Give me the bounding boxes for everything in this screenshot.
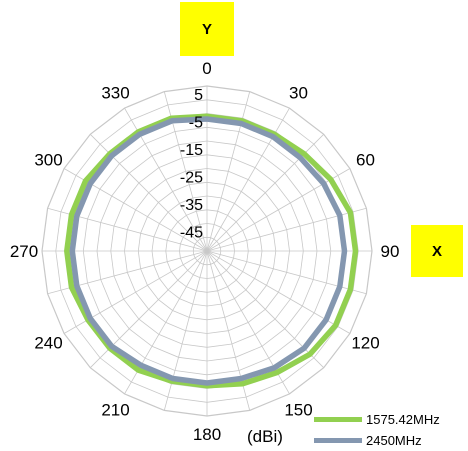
legend-entry-2450mhz: 2450MHz	[314, 431, 422, 449]
angle-tick-label: 270	[10, 242, 38, 261]
legend-label-2450mhz: 2450MHz	[366, 432, 422, 448]
angle-tick-label: 300	[34, 151, 62, 170]
y-axis-badge: Y	[180, 2, 234, 56]
grid-spoke	[206, 134, 324, 252]
legend-swatch-2450mhz	[314, 437, 362, 443]
polar-grid	[41, 85, 373, 417]
angle-tick-label: 180	[193, 425, 221, 444]
angle-tick-label: 210	[101, 401, 129, 420]
angle-tick-label: 120	[351, 334, 379, 353]
angle-tick-label: 150	[284, 401, 312, 420]
unit-label: (dBi)	[247, 427, 283, 446]
labels-layer: 0 30 60 90 120 150 180 210 240 270 300 330 5 -5 -15 -25…	[10, 59, 400, 444]
radial-tick-label: 5	[194, 87, 203, 104]
radial-tick-label: -15	[180, 142, 203, 159]
legend-entry-1575mhz: 1575.42MHz	[314, 410, 440, 428]
series-line-1	[69, 116, 348, 386]
angle-tick-label: 30	[289, 84, 308, 103]
angle-tick-label: 240	[34, 334, 62, 353]
grid-spoke	[206, 250, 324, 368]
grid-spoke	[206, 107, 290, 252]
grid-spoke	[124, 250, 208, 395]
legend-label-1575mhz: 1575.42MHz	[366, 411, 440, 427]
series-line-0	[64, 113, 359, 389]
angle-tick-label: 330	[101, 84, 129, 103]
radial-tick-label: -35	[180, 197, 203, 214]
angle-tick-label: 90	[381, 242, 400, 261]
radial-tick-label: -5	[189, 115, 203, 132]
angle-tick-label: 60	[356, 151, 375, 170]
grid-spoke	[90, 250, 208, 368]
legend-swatch-1575mhz	[314, 416, 362, 422]
radial-tick-label: -45	[180, 225, 203, 242]
angle-tick-label: 0	[202, 59, 211, 78]
x-axis-badge: X	[411, 225, 463, 277]
series-layer	[64, 113, 359, 389]
radial-tick-label: -25	[180, 170, 203, 187]
